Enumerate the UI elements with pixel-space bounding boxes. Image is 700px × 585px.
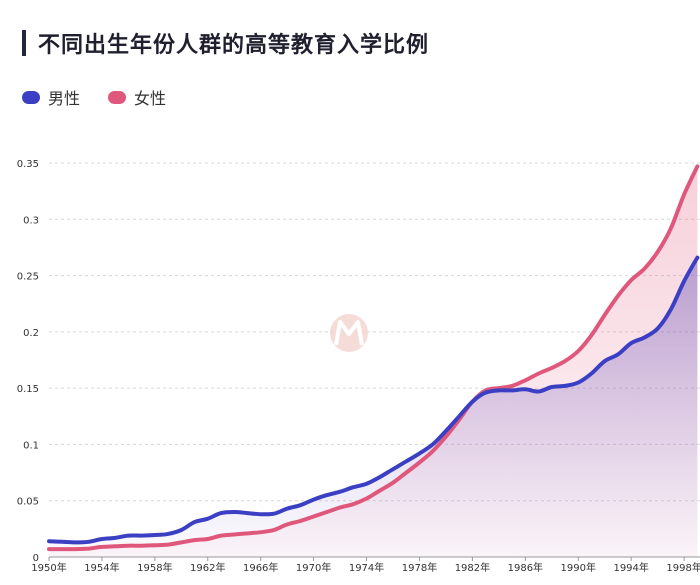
y-tick-label: 0.05 xyxy=(17,497,39,508)
y-tick-label: 0.2 xyxy=(23,328,39,339)
legend-item-female: 女性 xyxy=(108,85,166,109)
x-tick-label: 1974年 xyxy=(349,561,384,574)
series-areas xyxy=(49,166,698,557)
y-tick-label: 0.3 xyxy=(23,215,39,226)
series-line-male xyxy=(47,255,700,545)
x-tick-label: 1978年 xyxy=(402,561,437,574)
series-area-male xyxy=(49,257,698,557)
x-axis: 1950年 1954年 1958年 1962年 1966年 1970年 1974年 1978年… xyxy=(31,556,700,574)
x-tick-label: 1998年 xyxy=(666,561,700,574)
legend-swatch-female xyxy=(108,90,127,104)
y-axis: 0 0.05 0.1 0.15 0.2 0.25 0.3 0.35 xyxy=(17,159,39,564)
x-tick-label: 1966年 xyxy=(243,561,278,574)
x-tick-label: 1958年 xyxy=(137,561,172,574)
x-tick-label: 1982年 xyxy=(455,561,490,574)
chart-title: 不同出生年份人群的高等教育入学比例 xyxy=(38,33,430,58)
legend-swatch-male xyxy=(22,90,40,104)
y-tick-label: 0.15 xyxy=(17,384,39,395)
watermark-logo xyxy=(330,314,368,352)
x-tick-label: 1954年 xyxy=(84,561,119,574)
x-tick-label: 1950年 xyxy=(31,561,66,574)
legend-item-male: 男性 xyxy=(22,85,80,109)
x-tick-label: 1970年 xyxy=(296,561,331,574)
y-tick-label: 0.25 xyxy=(17,272,39,283)
title-accent-bar xyxy=(22,30,26,56)
x-tick-label: 1994年 xyxy=(613,561,648,574)
legend-label-male: 男性 xyxy=(48,89,81,108)
x-tick-label: 1990年 xyxy=(561,561,596,574)
x-tick-label: 1986年 xyxy=(508,561,543,574)
series-line-female xyxy=(47,164,700,552)
y-tick-label: 0.35 xyxy=(17,159,39,170)
x-tick-label: 1962年 xyxy=(190,561,225,574)
legend: 男性 女性 xyxy=(22,85,166,109)
series-lines xyxy=(47,164,700,552)
legend-label-female: 女性 xyxy=(134,89,167,108)
y-tick-label: 0.1 xyxy=(23,440,39,451)
y-tick-label: 0 xyxy=(33,553,39,564)
